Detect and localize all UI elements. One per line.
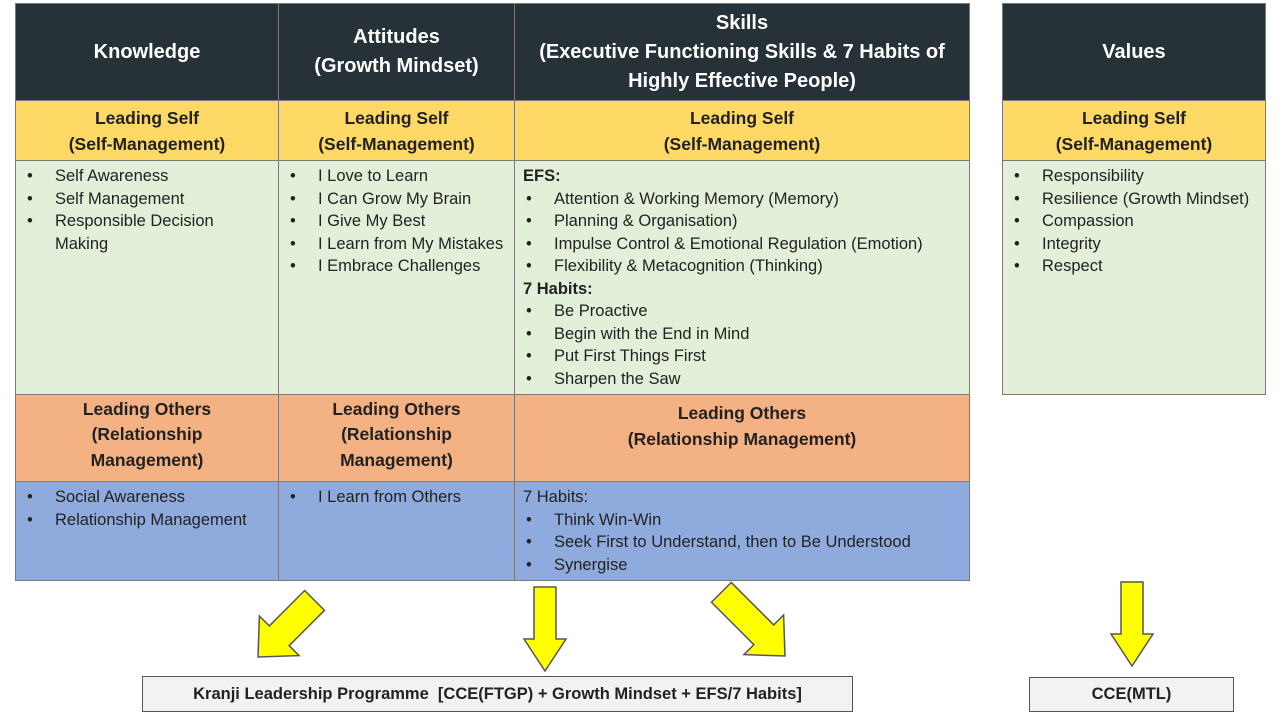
attitudes-leading-self: Leading Self (Self-Management)	[278, 100, 515, 161]
leading-others-subtitle: (Relationship	[341, 424, 452, 445]
skills-header-text: Skills	[715, 11, 769, 34]
leading-others-title: Leading Others	[332, 398, 461, 419]
habits-list: Be Proactive Begin with the End in Mind …	[523, 300, 961, 390]
list-item: Respect	[1011, 255, 1257, 278]
list-item: Integrity	[1011, 233, 1257, 256]
list-item: Social Awareness	[24, 486, 270, 509]
programme-box: Kranji Leadership Programme [CCE(FTGP) +…	[142, 676, 853, 712]
list-item: Seek First to Understand, then to Be Und…	[523, 531, 961, 554]
programme-box-text: Kranji Leadership Programme [CCE(FTGP) +…	[193, 684, 802, 703]
list-item: I Love to Learn	[287, 165, 506, 188]
knowledge-others-content: Social Awareness Relationship Management	[15, 481, 279, 581]
efs-list: Attention & Working Memory (Memory) Plan…	[523, 188, 961, 278]
leading-others-subtitle: Management)	[340, 449, 453, 470]
leading-self-title: Leading Self	[689, 107, 795, 128]
knowledge-leading-others: Leading Others (Relationship Management)	[15, 394, 279, 482]
values-list: Responsibility Resilience (Growth Mindse…	[1011, 165, 1257, 278]
leading-self-title: Leading Self	[94, 107, 200, 128]
list-item: I Learn from My Mistakes	[287, 233, 506, 256]
habits-label: 7 Habits:	[523, 279, 593, 298]
leading-self-subtitle: (Self-Management)	[663, 133, 821, 154]
mtl-box: CCE(MTL)	[1029, 677, 1234, 712]
list-item: Think Win-Win	[523, 509, 961, 532]
skills-leading-self: Leading Self (Self-Management)	[514, 100, 970, 161]
skills-leading-others: Leading Others (Relationship Management)	[514, 394, 970, 482]
list-item: Put First Things First	[523, 345, 961, 368]
list-item: Resilience (Growth Mindset)	[1011, 188, 1257, 211]
attitudes-others-list: I Learn from Others	[287, 486, 506, 509]
list-item: Planning & Organisation)	[523, 210, 961, 233]
knowledge-leading-self: Leading Self (Self-Management)	[15, 100, 279, 161]
others-habits-list: Think Win-Win Seek First to Understand, …	[523, 509, 961, 577]
leading-self-subtitle: (Self-Management)	[318, 133, 475, 154]
attitudes-header-text: Attitudes	[353, 26, 440, 48]
list-item: Relationship Management	[24, 509, 270, 532]
values-header: Values	[1002, 3, 1266, 101]
attitudes-self-content: I Love to Learn I Can Grow My Brain I Gi…	[278, 160, 515, 395]
knowledge-header-text: Knowledge	[93, 40, 201, 63]
leading-others-title: Leading Others	[82, 398, 212, 419]
list-item: Be Proactive	[523, 300, 961, 323]
leading-others-subtitle: (Relationship Management)	[627, 428, 857, 449]
list-item: Synergise	[523, 554, 961, 577]
skills-header: Skills (Executive Functioning Skills & 7…	[514, 3, 970, 101]
list-item: I Can Grow My Brain	[287, 188, 506, 211]
attitudes-header-subtext: (Growth Mindset)	[314, 55, 479, 77]
knowledge-self-content: Self Awareness Self Management Responsib…	[15, 160, 279, 395]
list-item: Begin with the End in Mind	[523, 323, 961, 346]
skills-header-subtext: Highly Effective People)	[628, 69, 856, 92]
leading-self-title: Leading Self	[344, 107, 449, 128]
skills-self-content: EFS: Attention & Working Memory (Memory)…	[514, 160, 970, 395]
list-item: I Give My Best	[287, 210, 506, 233]
leading-others-title: Leading Others	[677, 403, 807, 423]
efs-label: EFS:	[523, 167, 561, 185]
arrow-down-icon	[1109, 581, 1155, 668]
values-self-content: Responsibility Resilience (Growth Mindse…	[1002, 160, 1266, 395]
list-item: Flexibility & Metacognition (Thinking)	[523, 255, 961, 278]
list-item: Self Management	[24, 188, 270, 211]
knowledge-header: Knowledge	[15, 3, 279, 101]
list-item: Self Awareness	[24, 165, 270, 188]
mtl-box-text: CCE(MTL)	[1091, 685, 1172, 703]
list-item: Compassion	[1011, 210, 1257, 233]
skills-header-subtext: (Executive Functioning Skills & 7 Habits…	[539, 40, 945, 63]
values-leading-self: Leading Self (Self-Management)	[1002, 100, 1266, 161]
attitudes-self-list: I Love to Learn I Can Grow My Brain I Gi…	[287, 165, 506, 278]
leading-self-subtitle: (Self-Management)	[68, 133, 226, 154]
knowledge-others-list: Social Awareness Relationship Management	[24, 486, 270, 531]
arrow-down-right-icon	[257, 589, 326, 658]
attitudes-others-content: I Learn from Others	[278, 481, 515, 581]
list-item: I Embrace Challenges	[287, 255, 506, 278]
skills-others-content: 7 Habits: Think Win-Win Seek First to Un…	[514, 481, 970, 581]
leading-self-title: Leading Self	[1081, 107, 1187, 128]
attitudes-header: Attitudes (Growth Mindset)	[278, 3, 515, 101]
leading-others-subtitle: (Relationship	[91, 424, 203, 445]
others-habits-label: 7 Habits:	[523, 488, 589, 506]
values-header-text: Values	[1102, 40, 1166, 63]
list-item: Impulse Control & Emotional Regulation (…	[523, 233, 961, 256]
list-item: Responsible Decision Making	[24, 210, 270, 255]
leading-self-subtitle: (Self-Management)	[1055, 133, 1213, 154]
list-item: Sharpen the Saw	[523, 368, 961, 391]
list-item: I Learn from Others	[287, 486, 506, 509]
list-item: Responsibility	[1011, 165, 1257, 188]
arrow-down-left-icon	[710, 581, 786, 657]
arrow-down-icon	[522, 586, 568, 673]
leading-others-subtitle: Management)	[90, 449, 204, 470]
knowledge-self-list: Self Awareness Self Management Responsib…	[24, 165, 270, 255]
list-item: Attention & Working Memory (Memory)	[523, 188, 961, 211]
